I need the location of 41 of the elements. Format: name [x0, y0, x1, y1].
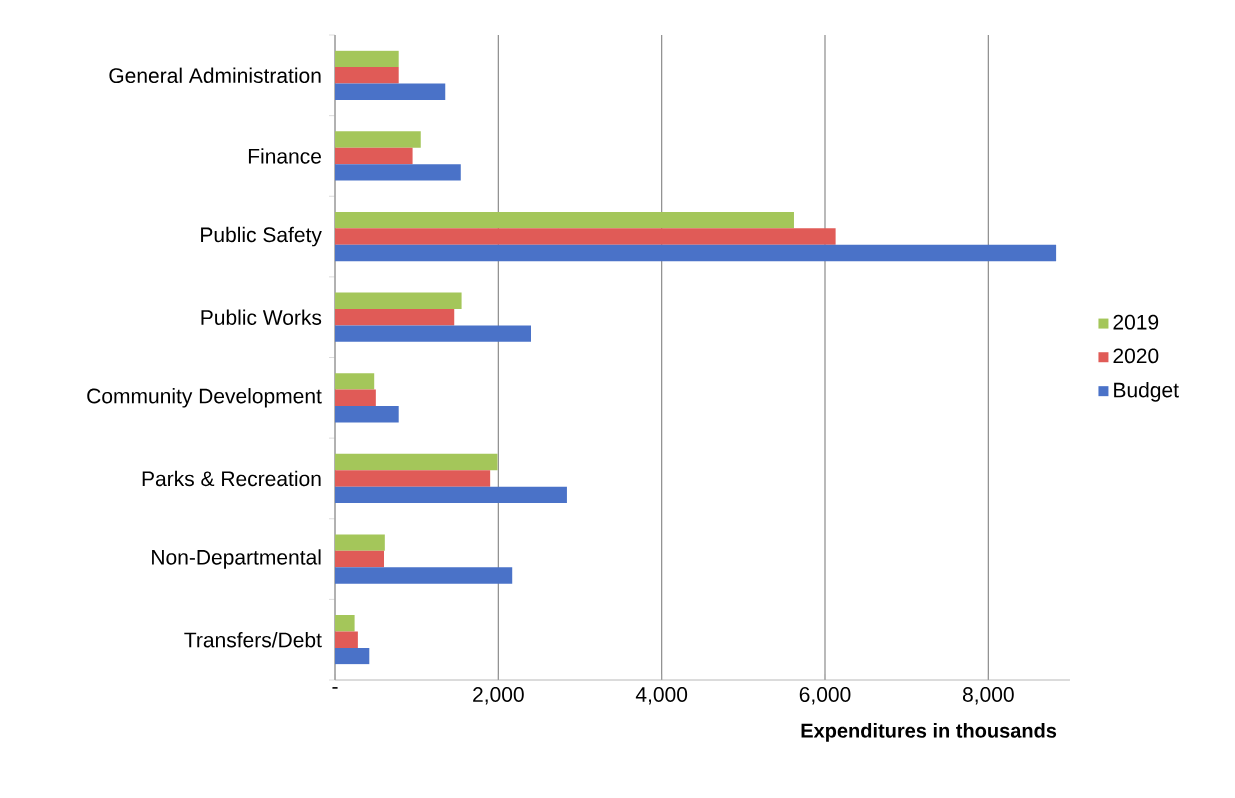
legend-label: 2020 — [1113, 348, 1159, 364]
bar — [335, 615, 355, 632]
y-tick-label: Transfers/Debt — [184, 631, 322, 648]
bar — [335, 292, 462, 309]
bar — [335, 647, 370, 665]
y-tick-label: Finance — [248, 148, 321, 164]
bar — [335, 486, 567, 504]
legend-label: Budget — [1114, 382, 1179, 402]
bar — [335, 389, 376, 407]
y-tick-label: Parks & Recreation — [142, 470, 321, 487]
bar — [335, 631, 358, 648]
legend-label: 2019 — [1113, 314, 1159, 330]
bar — [335, 67, 399, 84]
bar — [335, 453, 498, 471]
y-tick-label: Public Works — [201, 309, 322, 325]
x-tick-label: 6,000 — [799, 687, 851, 705]
bar — [335, 228, 836, 245]
bar — [335, 470, 491, 487]
bar — [335, 550, 385, 568]
bar — [335, 147, 413, 165]
bar — [335, 211, 794, 229]
y-tick-label: Public Safety — [201, 226, 322, 247]
y-tick-label: General Administration — [109, 67, 321, 84]
x-tick-label: 4,000 — [635, 687, 688, 705]
bar — [335, 373, 375, 390]
x-tick-label: 2,000 — [473, 687, 524, 705]
x-tick-label: 8,000 — [962, 687, 1014, 705]
bar — [335, 406, 399, 423]
y-tick-label: Community Development — [87, 388, 322, 408]
bar — [335, 325, 531, 342]
bar — [335, 50, 399, 68]
bar — [335, 244, 1057, 262]
bar — [335, 131, 421, 148]
bar — [335, 567, 513, 584]
bar — [335, 309, 455, 326]
bar — [335, 164, 461, 181]
bar — [335, 534, 385, 551]
x-tick-label: - — [332, 687, 338, 689]
y-tick-label: Non-Departmental — [152, 549, 321, 569]
bar — [335, 83, 446, 100]
x-axis-title: Expenditures in thousands — [801, 723, 1057, 742]
